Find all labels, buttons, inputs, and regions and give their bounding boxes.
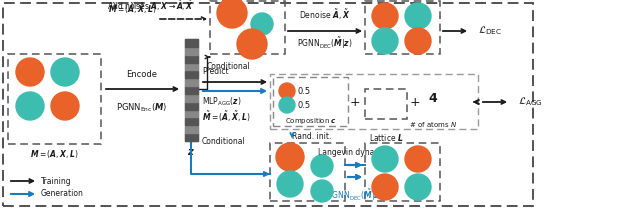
Circle shape [405, 28, 431, 54]
Bar [185, 126, 198, 133]
Bar [185, 102, 198, 110]
Text: +: + [349, 96, 360, 108]
Text: Rand. init.: Rand. init. [292, 132, 332, 141]
Text: Langevin dynamics: Langevin dynamics [318, 148, 392, 157]
Bar [185, 86, 198, 94]
Text: $\mathrm{MLP_{AGG}}(\boldsymbol{z})$: $\mathrm{MLP_{AGG}}(\boldsymbol{z})$ [202, 96, 241, 108]
Bar [365, 89, 407, 119]
Bar [185, 134, 198, 141]
Text: Predict: Predict [202, 67, 228, 76]
Bar [210, 1, 285, 54]
Bar [270, 74, 478, 129]
Circle shape [237, 29, 267, 59]
Bar [185, 55, 198, 62]
Circle shape [16, 92, 44, 120]
Bar [273, 77, 348, 126]
Circle shape [276, 143, 304, 171]
Text: +: + [410, 96, 420, 108]
Text: Composition $\mathbfit{c}$: Composition $\mathbfit{c}$ [285, 116, 337, 126]
Text: Lattice $\boldsymbol{L}$: Lattice $\boldsymbol{L}$ [369, 132, 403, 143]
Text: $\boldsymbol{M}=(\boldsymbol{A},\boldsymbol{X},\boldsymbol{L})$: $\boldsymbol{M}=(\boldsymbol{A},\boldsym… [29, 148, 78, 160]
Circle shape [277, 171, 303, 197]
Bar [185, 63, 198, 70]
Bar [270, 143, 345, 201]
Text: 0.5: 0.5 [298, 101, 311, 110]
Text: Generation: Generation [41, 190, 84, 199]
Circle shape [405, 174, 431, 200]
Bar [8, 54, 101, 144]
Text: $\mathrm{PGNN_{DEC}}(\tilde{\boldsymbol{M}}|\boldsymbol{z})$: $\mathrm{PGNN_{DEC}}(\tilde{\boldsymbol{… [327, 187, 383, 203]
Text: $\mathrm{PGNN_{Enc}}(\boldsymbol{M})$: $\mathrm{PGNN_{Enc}}(\boldsymbol{M})$ [116, 101, 168, 113]
Bar [185, 110, 198, 117]
Bar [185, 71, 198, 78]
Circle shape [372, 174, 398, 200]
Circle shape [51, 92, 79, 120]
Text: # of atoms $N$: # of atoms $N$ [409, 120, 457, 129]
Circle shape [217, 0, 247, 28]
Circle shape [51, 58, 79, 86]
Bar [185, 118, 198, 125]
Text: 0.5: 0.5 [298, 87, 311, 96]
Circle shape [372, 3, 398, 29]
Text: 4: 4 [429, 93, 437, 106]
Circle shape [405, 3, 431, 29]
Text: Encode: Encode [127, 70, 157, 79]
Circle shape [372, 146, 398, 172]
Circle shape [311, 180, 333, 202]
Bar [185, 39, 198, 141]
Bar [185, 79, 198, 86]
Circle shape [16, 58, 44, 86]
Circle shape [279, 97, 295, 113]
Text: Conditional: Conditional [207, 62, 251, 71]
Text: $\boldsymbol{z}$: $\boldsymbol{z}$ [187, 147, 195, 157]
Text: Training: Training [41, 176, 72, 186]
Text: Denoise $\tilde{\boldsymbol{A}}, \tilde{\boldsymbol{X}}$: Denoise $\tilde{\boldsymbol{A}}, \tilde{… [300, 7, 351, 22]
Circle shape [279, 83, 295, 99]
Bar [185, 94, 198, 102]
Circle shape [372, 28, 398, 54]
Text: Conditional: Conditional [202, 137, 246, 146]
Circle shape [405, 146, 431, 172]
Circle shape [251, 13, 273, 35]
Text: $\mathcal{L}_\mathrm{DEC}$: $\mathcal{L}_\mathrm{DEC}$ [478, 25, 502, 37]
Text: $\tilde{\boldsymbol{M}}=(\tilde{\boldsymbol{A}},\tilde{\boldsymbol{X}},\boldsymb: $\tilde{\boldsymbol{M}}=(\tilde{\boldsym… [202, 109, 251, 124]
Text: Add noises $\boldsymbol{A}, \boldsymbol{X} \to \tilde{\boldsymbol{A}}, \tilde{\b: Add noises $\boldsymbol{A}, \boldsymbol{… [107, 0, 194, 13]
Bar [365, 143, 440, 201]
Bar [3, 3, 533, 206]
Bar [185, 39, 198, 47]
Bar [365, 1, 440, 54]
Text: $\tilde{\boldsymbol{M}}=(\tilde{\boldsymbol{A}},\tilde{\boldsymbol{X}},\boldsymb: $\tilde{\boldsymbol{M}}=(\tilde{\boldsym… [108, 1, 157, 16]
Bar [185, 47, 198, 55]
Circle shape [311, 155, 333, 177]
Text: $\mathcal{L}_\mathrm{AGG}$: $\mathcal{L}_\mathrm{AGG}$ [518, 96, 543, 108]
Text: $\mathrm{PGNN_{DEC}}(\tilde{\boldsymbol{M}}|\boldsymbol{z})$: $\mathrm{PGNN_{DEC}}(\tilde{\boldsymbol{… [298, 35, 353, 51]
